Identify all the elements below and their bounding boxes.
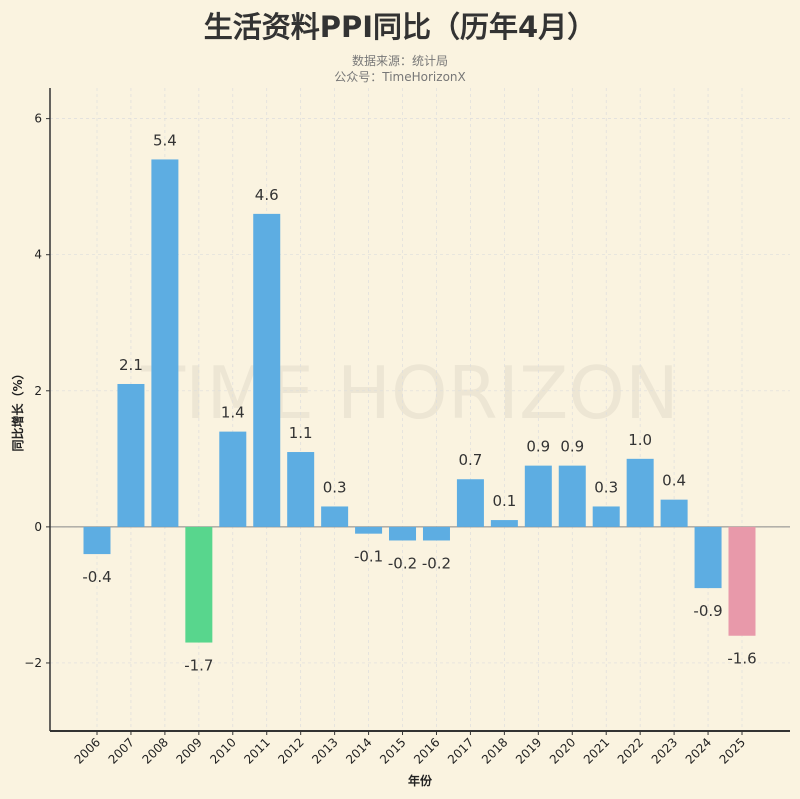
x-tick-label-2007: 2007	[106, 735, 137, 766]
y-tick-label: 6	[34, 112, 42, 126]
x-tick-label-2013: 2013	[309, 735, 340, 766]
bar-2011	[253, 213, 281, 527]
bar-2010	[219, 431, 247, 527]
data-label-2012: 1.1	[289, 424, 313, 442]
x-tick-label-2014: 2014	[343, 735, 374, 766]
bar-2020	[558, 465, 586, 527]
x-tick-label-2023: 2023	[649, 735, 680, 766]
x-tick-label-2015: 2015	[377, 735, 408, 766]
x-tick-label-2010: 2010	[207, 735, 238, 766]
x-tick-label-2006: 2006	[72, 735, 103, 766]
bar-2014	[355, 526, 383, 534]
bar-2012	[287, 452, 315, 527]
data-label-2024: -0.9	[693, 602, 722, 620]
y-axis-label: 同比增长（%）	[10, 367, 25, 451]
data-label-2019: 0.9	[526, 438, 550, 456]
data-label-2020: 0.9	[560, 438, 584, 456]
bar-2023	[660, 499, 688, 527]
data-label-2009: -1.7	[184, 657, 213, 675]
data-label-2023: 0.4	[662, 472, 686, 490]
bar-2016	[422, 526, 450, 541]
bar-2006	[83, 526, 111, 555]
data-label-2014: -0.1	[354, 548, 383, 566]
x-tick-label-2021: 2021	[581, 735, 612, 766]
bar-2018	[490, 520, 518, 527]
bar-2019	[524, 465, 552, 527]
x-tick-label-2024: 2024	[683, 735, 714, 766]
y-tick-label: 4	[34, 248, 42, 262]
data-label-2015: -0.2	[388, 554, 417, 572]
x-tick-label-2016: 2016	[411, 735, 442, 766]
x-tick-label-2020: 2020	[547, 735, 578, 766]
bar-2013	[321, 506, 349, 527]
data-label-2008: 5.4	[153, 131, 177, 149]
x-axis-label: 年份	[408, 773, 433, 788]
data-label-2025: -1.6	[727, 650, 756, 668]
bar-2015	[389, 526, 417, 541]
data-label-2006: -0.4	[82, 568, 111, 586]
x-tick-label-2017: 2017	[445, 735, 476, 766]
data-label-2021: 0.3	[594, 478, 618, 496]
x-tick-label-2009: 2009	[173, 735, 204, 766]
y-tick-label: 2	[34, 384, 42, 398]
bar-2024	[694, 526, 722, 589]
bar-2017	[456, 479, 484, 527]
x-tick-label-2012: 2012	[275, 735, 306, 766]
x-tick-label-2008: 2008	[140, 735, 171, 766]
data-label-2017: 0.7	[458, 451, 482, 469]
watermark: TIME HORIZON	[140, 351, 679, 435]
chart-subtitle-source: 数据来源：统计局	[351, 54, 448, 68]
bar-2022	[626, 458, 654, 527]
y-tick-label: 0	[34, 520, 42, 534]
data-label-2018: 0.1	[492, 492, 516, 510]
x-tick-label-2019: 2019	[513, 735, 544, 766]
data-label-2007: 2.1	[119, 356, 143, 374]
data-label-2013: 0.3	[323, 478, 347, 496]
x-tick-label-2022: 2022	[615, 735, 646, 766]
data-label-2011: 4.6	[255, 186, 279, 204]
data-label-2016: -0.2	[422, 554, 451, 572]
data-label-2010: 1.4	[221, 404, 245, 422]
x-tick-label-2025: 2025	[717, 735, 748, 766]
bar-2021	[592, 506, 620, 527]
bar-2007	[117, 383, 145, 527]
chart-title: 生活资料PPI同比（历年4月）	[203, 10, 597, 44]
bar-2009	[185, 526, 213, 643]
x-tick-label-2011: 2011	[241, 735, 272, 766]
y-tick-label: −2	[24, 656, 42, 670]
bar-2025	[728, 526, 756, 636]
bar-2008	[151, 159, 179, 527]
x-tick-label-2018: 2018	[479, 735, 510, 766]
data-label-2022: 1.0	[628, 431, 652, 449]
chart-subtitle-account: 公众号：TimeHorizonX	[334, 70, 466, 84]
